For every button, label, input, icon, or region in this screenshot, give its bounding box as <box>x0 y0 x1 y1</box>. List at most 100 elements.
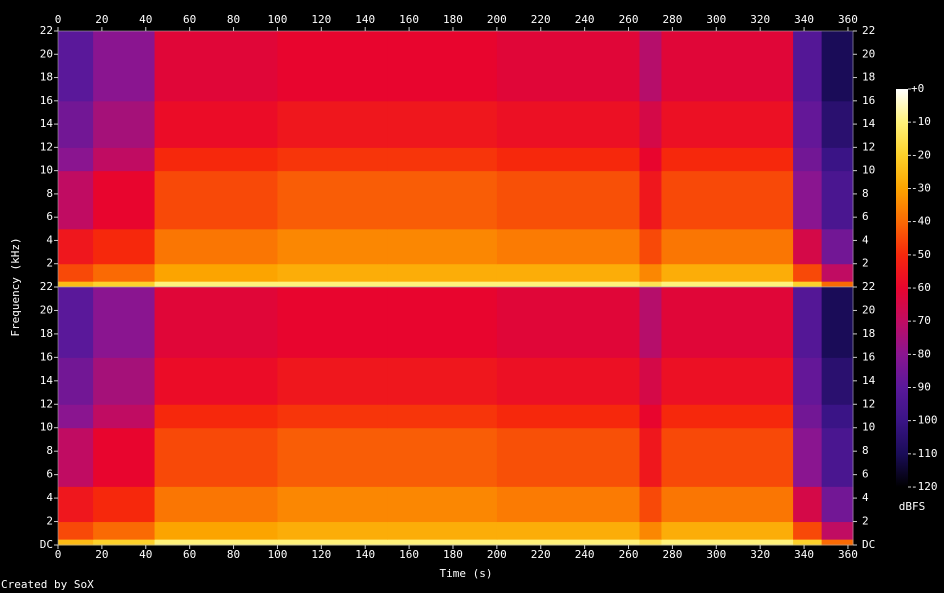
cell <box>793 170 823 230</box>
cell <box>154 427 278 487</box>
cell <box>154 147 278 172</box>
cell <box>793 147 823 172</box>
cell <box>793 357 823 405</box>
cell <box>639 281 662 288</box>
cell <box>93 521 156 540</box>
x-tick-label: 100 <box>267 548 287 561</box>
y-tick-label: 14 <box>862 117 876 130</box>
x-tick-label: 220 <box>531 13 551 26</box>
cell <box>661 100 794 148</box>
x-tick-label: 340 <box>794 13 814 26</box>
x-tick-label: 300 <box>706 548 726 561</box>
cell <box>496 521 640 540</box>
cell <box>639 31 662 102</box>
cell <box>639 521 662 540</box>
cell <box>58 357 94 405</box>
x-tick-label: 340 <box>794 548 814 561</box>
x-tick-label: 80 <box>227 548 240 561</box>
cell <box>639 287 662 358</box>
plot-frame <box>57 286 854 546</box>
x-tick-label: 360 <box>838 548 858 561</box>
cell <box>639 100 662 148</box>
cell <box>58 521 94 540</box>
y-tick-label: 16 <box>862 350 875 363</box>
cell <box>387 427 498 487</box>
y-tick-label: 12 <box>862 140 875 153</box>
colorbar-label: dBFS <box>899 500 926 513</box>
x-tick-label: 120 <box>311 548 331 561</box>
cell <box>277 357 388 405</box>
cell <box>277 521 388 540</box>
y-tick-label: 2 <box>46 257 53 270</box>
y-tick-label: 14 <box>40 374 54 387</box>
y-tick-label: 18 <box>40 327 53 340</box>
cell <box>821 404 854 429</box>
cell <box>661 521 794 540</box>
cell <box>793 287 823 358</box>
y-tick-label: 16 <box>40 350 53 363</box>
colorbar-tick-label: +0 <box>911 82 924 95</box>
x-tick-label: 140 <box>355 548 375 561</box>
cell <box>58 263 94 282</box>
cell <box>793 263 823 282</box>
cell <box>93 404 156 429</box>
cell <box>793 228 823 265</box>
cell <box>387 486 498 523</box>
x-tick-label: 180 <box>443 548 463 561</box>
cell <box>154 486 278 523</box>
colorbar-tick-label: -30 <box>911 182 931 195</box>
x-tick-label: 40 <box>139 13 152 26</box>
y-tick-label: 20 <box>40 303 53 316</box>
cell <box>793 521 823 540</box>
cell <box>661 539 794 546</box>
y-tick-label: 8 <box>46 187 53 200</box>
y-tick-label: 4 <box>46 491 53 504</box>
cell <box>793 486 823 523</box>
y-tick-label: 18 <box>40 71 53 84</box>
cell <box>277 31 388 102</box>
x-axis-label: Time (s) <box>440 567 493 580</box>
cell <box>639 147 662 172</box>
x-tick-label: 0 <box>55 548 62 561</box>
cell <box>277 228 388 265</box>
colorbar-tick-label: -40 <box>911 215 931 228</box>
cell <box>277 427 388 487</box>
cell <box>277 281 388 288</box>
cell <box>58 281 94 288</box>
y-tick-label: 12 <box>40 140 53 153</box>
x-tick-label: 280 <box>662 548 682 561</box>
cell <box>58 147 94 172</box>
cell <box>93 486 156 523</box>
cell <box>154 357 278 405</box>
colorbar-tick-label: -120 <box>911 480 938 493</box>
x-tick-label: 60 <box>183 13 196 26</box>
y-tick-label: 12 <box>862 397 875 410</box>
cell <box>387 357 498 405</box>
x-tick-label: 260 <box>619 13 639 26</box>
y-tick-label: 10 <box>40 164 53 177</box>
cell <box>58 486 94 523</box>
cell <box>387 281 498 288</box>
colorbar-tick-label: -10 <box>911 115 931 128</box>
cell <box>821 539 854 546</box>
x-tick-label: 20 <box>95 548 108 561</box>
cell <box>93 281 156 288</box>
cell <box>277 486 388 523</box>
cell <box>821 228 854 265</box>
y-tick-label: DC <box>40 538 53 551</box>
y-tick-label: 4 <box>46 233 53 246</box>
y-tick-label: 6 <box>46 210 53 223</box>
colorbar-tick-label: -80 <box>911 347 931 360</box>
cell <box>661 147 794 172</box>
cell <box>821 100 854 148</box>
y-tick-label: 18 <box>862 327 875 340</box>
colorbar <box>896 89 908 487</box>
cell <box>277 404 388 429</box>
cell <box>793 100 823 148</box>
y-tick-label: DC <box>862 538 875 551</box>
cell <box>793 539 823 546</box>
cell <box>496 486 640 523</box>
cell <box>661 486 794 523</box>
cell <box>277 287 388 358</box>
